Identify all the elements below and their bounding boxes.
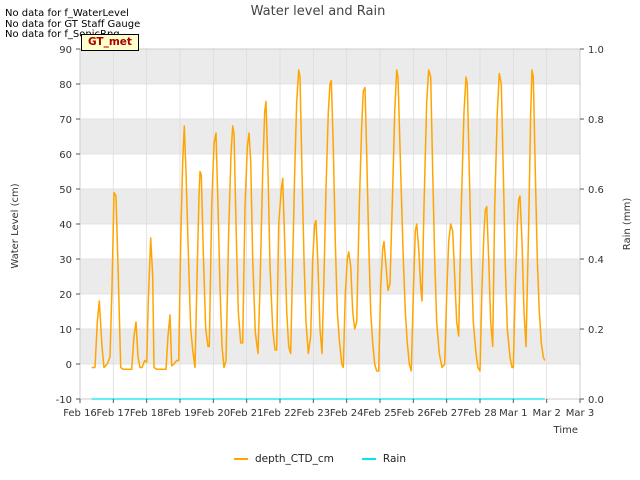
left-tick-label: 50 [59,185,72,196]
left-tick-label: 10 [59,325,72,336]
x-axis-title: Time [553,425,578,436]
x-tick-label: Feb 20 [197,408,231,419]
chart-title: Water level and Rain [251,4,386,19]
x-tick-label: Feb 26 [397,408,431,419]
x-axis: Feb 16 Feb 17 Feb 18 Feb 19 Feb 20 Feb 21 Feb … [63,399,594,419]
left-tick-label: 70 [59,115,72,126]
right-tick-label: 0.0 [588,395,604,406]
legend: depth_CTD_cm Rain [0,453,640,465]
right-axis: 0.0 0.2 0.4 0.6 0.8 1.0 [580,45,604,406]
x-tick-label: Feb 16 [63,408,97,419]
x-tick-label: Feb 24 [330,408,364,419]
x-tick-label: Mar 1 [499,408,527,419]
legend-label-rain: Rain [382,453,406,465]
left-tick-label: -10 [56,395,72,406]
band-60 [80,119,580,154]
no-data-note-waterlevel: No data for f_WaterLevel [5,8,129,19]
left-tick-label: 0 [66,360,72,371]
left-tick-label: 80 [59,80,72,91]
y-axis-left-title: Water Level (cm) [10,183,21,268]
x-tick-label: Feb 19 [163,408,197,419]
x-tick-label: Feb 25 [363,408,397,419]
legend-swatch-rain [361,457,376,461]
x-tick-label: Feb 28 [463,408,497,419]
right-tick-label: 1.0 [588,45,604,56]
band-40 [80,189,580,224]
series-layer [91,69,546,400]
x-tick-label: Feb 18 [130,408,164,419]
left-tick-label: 40 [59,220,72,231]
legend-item-depth[interactable]: depth_CTD_cm [234,453,334,465]
band-20 [80,259,580,294]
x-tick-label: Feb 22 [263,408,297,419]
y-axis-right-title: Rain (mm) [622,198,633,251]
no-data-note-sonicrng: No data for f_SonicRng [5,29,120,40]
left-axis: -10 0 10 20 30 40 50 60 70 80 90 [56,45,80,406]
right-tick-label: 0.2 [588,325,604,336]
x-tick-label: Feb 23 [297,408,331,419]
legend-label-depth: depth_CTD_cm [255,453,334,465]
right-tick-label: 0.4 [588,255,604,266]
band-80 [80,49,580,84]
left-tick-label: 60 [59,150,72,161]
x-tick-label: Feb 17 [97,408,131,419]
series-line-depth_CTD_cm [91,69,546,372]
site-badge: GT_met [81,34,139,51]
x-tick-label: Feb 21 [230,408,264,419]
legend-swatch-depth [234,457,248,461]
band-0 [80,329,580,364]
no-data-note-staff-gauge: No data for GT Staff Gauge [5,19,141,30]
legend-item-rain[interactable]: Rain [361,453,406,465]
x-tick-label: Mar 3 [566,408,594,419]
left-tick-label: 90 [59,45,72,56]
x-tick-label: Mar 2 [532,408,560,419]
left-tick-label: 30 [59,255,72,266]
right-tick-label: 0.8 [588,115,604,126]
x-tick-label: Feb 27 [430,408,464,419]
right-tick-label: 0.6 [588,185,604,196]
left-tick-label: 20 [59,290,72,301]
